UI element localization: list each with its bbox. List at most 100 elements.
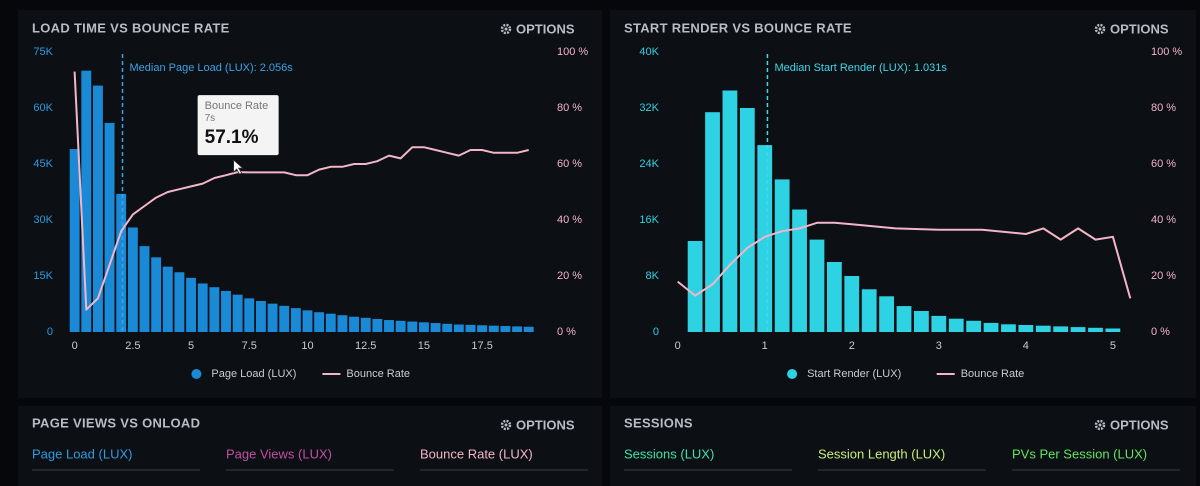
y-tick-label: 32K (639, 102, 659, 114)
gear-icon (1094, 23, 1106, 35)
line (73, 71, 529, 311)
bar (116, 193, 127, 332)
bar (314, 312, 325, 332)
x-tick-label: 2 (849, 340, 855, 352)
bar (983, 322, 999, 332)
x-tick-label: 0 (675, 340, 681, 352)
y-tick-label: 16K (639, 214, 659, 226)
bar (325, 313, 336, 332)
x-tick-label: 4 (1023, 340, 1029, 352)
bar (232, 294, 243, 332)
bar (395, 320, 406, 332)
bar (774, 179, 790, 332)
x-tick-label: 5 (188, 340, 194, 352)
y2-tick-label: 80 % (557, 102, 582, 114)
gear-icon (500, 23, 512, 35)
median-label: Median Page Load (LUX): 2.056s (130, 62, 294, 74)
stat-label: Page Views (LUX) (226, 446, 332, 461)
gear-icon (500, 419, 512, 431)
tooltip-title: Bounce Rate (205, 100, 269, 112)
bar (1053, 326, 1069, 332)
bar (826, 262, 842, 332)
bar (1088, 327, 1103, 332)
stat-label: Sessions (LUX) (624, 446, 714, 461)
bar (896, 306, 912, 332)
options-button[interactable]: OPTIONS (1110, 21, 1169, 36)
bar (453, 324, 464, 332)
y2-tick-label: 100 % (557, 46, 588, 58)
y-tick-label: 15K (33, 270, 53, 282)
bar (349, 316, 360, 332)
bar (792, 209, 807, 332)
panel-title: PAGE VIEWS VS ONLOAD (32, 415, 200, 430)
legend-label[interactable]: Bounce Rate (346, 368, 410, 380)
bar (500, 326, 511, 332)
legend-label[interactable]: Bounce Rate (961, 368, 1025, 380)
bar (757, 145, 773, 332)
y2-tick-label: 0 % (557, 326, 576, 338)
options-button[interactable]: OPTIONS (516, 21, 575, 36)
bar (162, 266, 173, 332)
gear-icon (1098, 27, 1102, 31)
y2-tick-label: 0 % (1151, 326, 1170, 338)
options-button[interactable]: OPTIONS (1110, 417, 1169, 432)
legend-label[interactable]: Page Load (LUX) (211, 368, 296, 380)
bar (174, 272, 185, 332)
cursor (233, 159, 244, 175)
y-tick-label: 24K (639, 158, 659, 170)
y2-tick-label: 20 % (1151, 270, 1176, 282)
gear-icon (504, 27, 508, 31)
gear-icon (1098, 423, 1102, 427)
y-tick-label: 60K (33, 102, 53, 114)
x-tick-label: 10 (301, 340, 313, 352)
y2-tick-label: 100 % (1151, 46, 1182, 58)
y-tick-label: 75K (33, 46, 53, 58)
y2-tick-label: 60 % (557, 158, 582, 170)
y2-tick-label: 40 % (1151, 214, 1176, 226)
bar (1070, 327, 1086, 332)
stat-label: Page Load (LUX) (32, 446, 132, 461)
panel (18, 406, 602, 486)
bar (914, 311, 929, 332)
y-tick-label: 0 (47, 326, 53, 338)
bar (705, 112, 720, 332)
bar (290, 308, 301, 332)
bar (384, 320, 394, 332)
y-tick-label: 0 (653, 326, 659, 338)
bar (360, 317, 371, 332)
median-label: Median Start Render (LUX): 1.031s (774, 62, 947, 74)
x-tick-label: 15 (418, 340, 430, 352)
bar (966, 320, 982, 332)
bar (722, 90, 738, 332)
y-tick-label: 8K (646, 270, 660, 282)
bar (739, 108, 755, 332)
bar (407, 321, 418, 332)
bar (1105, 328, 1121, 332)
bar (337, 315, 348, 332)
bar (931, 315, 947, 332)
bar (844, 276, 860, 332)
y-tick-label: 30K (33, 214, 53, 226)
panel (18, 10, 602, 398)
y2-tick-label: 80 % (1151, 102, 1176, 114)
bar (512, 326, 523, 332)
legend-label[interactable]: Start Render (LUX) (807, 368, 901, 380)
x-tick-label: 7.5 (242, 340, 257, 352)
y2-tick-label: 60 % (1151, 158, 1176, 170)
bar (151, 257, 162, 332)
bar (465, 324, 476, 332)
chart-title: START RENDER VS BOUNCE RATE (624, 20, 852, 35)
bar (127, 227, 138, 332)
options-button[interactable]: OPTIONS (516, 417, 575, 432)
tooltip-x: 7s (205, 113, 216, 124)
gear-icon (1094, 419, 1106, 431)
bar (948, 318, 964, 332)
bar (81, 70, 92, 333)
line (677, 221, 1132, 299)
bar (1001, 324, 1016, 332)
bar (372, 318, 383, 332)
chart-title: LOAD TIME VS BOUNCE RATE (32, 20, 230, 35)
tooltip-value: 57.1% (205, 127, 259, 148)
bar (255, 301, 266, 332)
